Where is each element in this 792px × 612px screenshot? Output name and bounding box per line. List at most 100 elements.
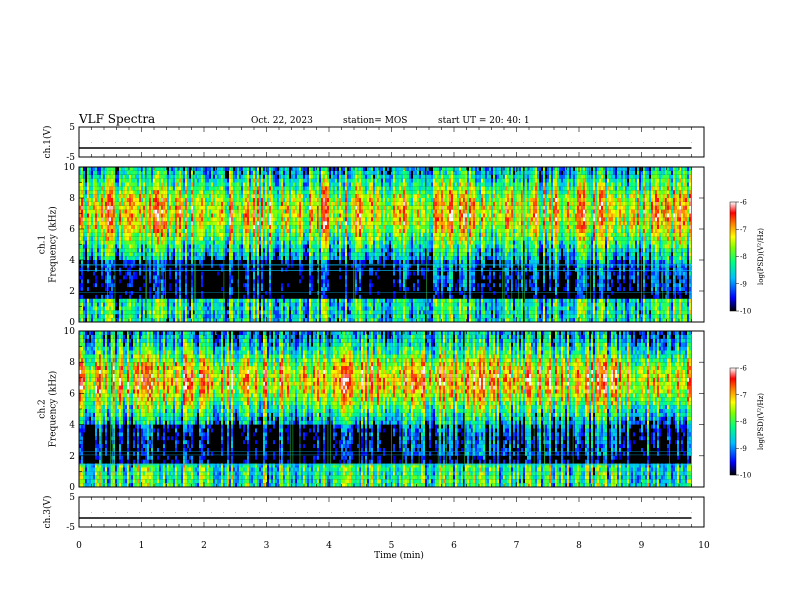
spectrogram-cell — [335, 298, 337, 303]
spectrogram-cell — [201, 240, 203, 245]
spectrogram-cell — [101, 201, 103, 206]
spectrogram-cell — [119, 198, 121, 202]
spectrogram-cell — [89, 244, 91, 249]
spectrogram-cell — [93, 198, 95, 202]
spectrogram-cell — [265, 194, 267, 198]
spectrogram-cell — [101, 178, 103, 183]
spectrogram-cell — [373, 190, 375, 195]
spectrogram-cell — [317, 271, 319, 276]
spectrogram-cell — [107, 283, 109, 288]
spectrogram-cell — [105, 260, 107, 264]
spectrogram-cell — [133, 302, 135, 307]
spectrogram-cell — [255, 225, 257, 229]
spectrogram-cell — [327, 182, 329, 187]
spectrogram-cell — [247, 314, 249, 319]
spectrogram-cell — [243, 209, 245, 214]
spectrogram-cell — [97, 306, 99, 311]
spectrogram-cell — [343, 225, 345, 229]
spectrogram-cell — [91, 167, 93, 171]
spectrogram-cell — [99, 217, 101, 222]
spectrogram-cell — [275, 178, 277, 183]
spectrogram-cell — [281, 318, 283, 322]
spectrogram-cell — [153, 194, 155, 198]
spectrogram-cell — [369, 271, 371, 276]
spectrogram-cell — [359, 236, 361, 241]
spectrogram-cell — [351, 244, 353, 249]
spectrogram-cell — [85, 240, 87, 245]
spectrogram-cell — [85, 186, 87, 191]
spectrogram-cell — [275, 221, 277, 226]
spectrogram-cell — [175, 287, 177, 291]
spectrogram-cell — [101, 236, 103, 241]
spectrogram-cell — [201, 209, 203, 214]
spectrogram-cell — [291, 263, 293, 268]
spectrogram-cell — [311, 217, 313, 222]
spectrogram-cell — [89, 240, 91, 245]
spectrogram-cell — [175, 252, 177, 257]
spectrogram-cell — [95, 205, 97, 210]
spectrogram-cell — [131, 298, 133, 303]
spectrogram-cell — [129, 205, 131, 210]
spectrogram-cell — [375, 252, 377, 257]
spectrogram-cell — [137, 302, 139, 307]
spectrogram-cell — [277, 240, 279, 245]
spectrogram-cell — [231, 229, 233, 233]
spectrogram-cell — [341, 244, 343, 249]
spectrogram-cell — [187, 298, 189, 303]
spectrogram-cell — [173, 240, 175, 245]
spectrogram-cell — [125, 252, 127, 257]
spectrogram-cell — [367, 318, 369, 322]
spectrogram-cell — [325, 225, 327, 229]
spectrogram-cell — [301, 178, 303, 183]
spectrogram-cell — [301, 217, 303, 222]
spectrogram-cell — [97, 314, 99, 319]
spectrogram-cell — [141, 310, 143, 315]
spectrogram-cell — [259, 244, 261, 249]
spectrogram-cell — [79, 221, 81, 226]
spectrogram-cell — [321, 306, 323, 311]
spectrogram-cell — [225, 244, 227, 249]
spectrogram-cell — [177, 306, 179, 311]
spectrogram-cell — [349, 198, 351, 202]
spectrogram-cell — [249, 194, 251, 198]
spectrogram-cell — [211, 298, 213, 303]
spectrogram-cell — [171, 236, 173, 241]
spectrogram-cell — [133, 194, 135, 198]
spectrogram-cell — [183, 201, 185, 206]
spectrogram-cell — [95, 275, 97, 280]
spectrogram-cell — [209, 252, 211, 257]
spectrogram-cell — [247, 263, 249, 268]
spectrogram-cell — [339, 248, 341, 253]
spectrogram-cell — [285, 167, 287, 171]
spectrogram-cell — [251, 217, 253, 222]
spectrogram-cell — [305, 256, 307, 260]
spectrogram-cell — [281, 252, 283, 257]
spectrogram-cell — [109, 298, 111, 303]
spectrogram-cell — [353, 170, 355, 175]
spectrogram-cell — [319, 318, 321, 322]
spectrogram-cell — [121, 217, 123, 222]
spectrogram-cell — [353, 213, 355, 218]
spectrogram-cell — [117, 194, 119, 198]
spectrogram-cell — [359, 279, 361, 284]
spectrogram-cell — [259, 209, 261, 214]
spectrogram-cell — [193, 178, 195, 183]
spectrogram-cell — [241, 225, 243, 229]
spectrogram-cell — [265, 240, 267, 245]
spectrogram-cell — [135, 178, 137, 183]
spectrogram-cell — [127, 186, 129, 191]
spectrogram-cell — [231, 205, 233, 210]
spectrogram-cell — [121, 186, 123, 191]
spectrogram-cell — [313, 186, 315, 191]
spectrogram-cell — [215, 209, 217, 214]
spectrogram-cell — [173, 182, 175, 187]
spectrogram-cell — [251, 267, 253, 272]
spectrogram-cell — [161, 318, 163, 322]
spectrogram-cell — [149, 225, 151, 229]
spectrogram-cell — [313, 248, 315, 253]
spectrogram-cell — [115, 194, 117, 198]
spectrogram-cell — [205, 318, 207, 322]
spectrogram-cell — [239, 205, 241, 210]
spectrogram-cell — [269, 248, 271, 253]
spectrogram-cell — [113, 260, 115, 264]
